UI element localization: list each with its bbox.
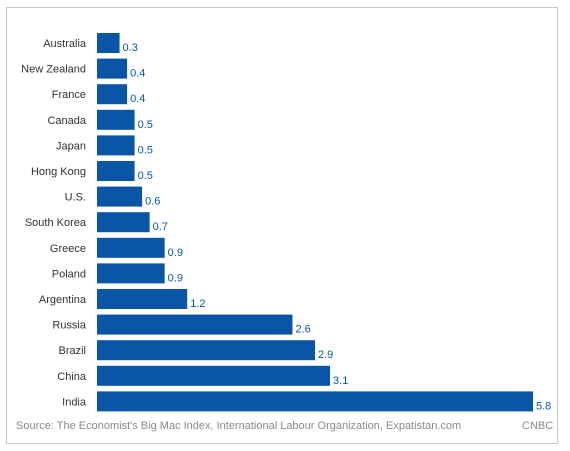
value-label: 0.5 [138,119,153,131]
category-label: Russia [52,320,87,332]
value-label: 2.9 [318,349,333,361]
category-label: New Zealand [21,64,86,76]
bar [97,237,165,258]
category-label: South Korea [25,217,87,229]
category-label: Australia [43,38,87,50]
bar [97,135,135,156]
category-label: Greece [50,243,86,255]
bar [97,289,188,309]
category-label: Canada [47,115,86,127]
brand-label: CNBC [522,420,554,432]
category-label: Poland [52,268,86,280]
category-label: France [52,89,86,101]
bar [97,161,135,181]
bar [97,212,150,233]
bar [97,186,143,207]
value-label: 0.9 [168,247,183,259]
value-label: 0.4 [130,93,145,105]
bar [97,84,128,105]
value-label: 0.7 [153,221,168,233]
bar [97,58,128,79]
category-label: Brazil [58,345,86,357]
category-label: China [57,371,87,383]
category-label: Japan [56,140,86,152]
bar [97,314,293,335]
bar [97,365,331,386]
value-label: 2.6 [295,324,310,336]
bar [97,109,135,130]
category-label: U.S. [65,192,86,204]
value-label: 0.6 [145,196,160,208]
value-label: 0.5 [138,144,153,156]
value-label: 0.5 [138,170,153,182]
value-label: 5.8 [536,400,551,412]
category-label: India [62,396,87,408]
category-label: Argentina [39,294,87,306]
category-label: Hong Kong [31,166,86,178]
value-label: 0.4 [130,68,145,80]
value-label: 1.2 [190,298,205,310]
bar [97,33,120,53]
bar [97,340,315,361]
value-label: 0.9 [168,272,183,284]
bar [97,391,533,412]
value-label: 0.3 [123,42,138,54]
source-note: Source: The Economist's Big Mac Index, I… [16,420,462,432]
bar [97,263,165,284]
value-label: 3.1 [333,375,348,387]
